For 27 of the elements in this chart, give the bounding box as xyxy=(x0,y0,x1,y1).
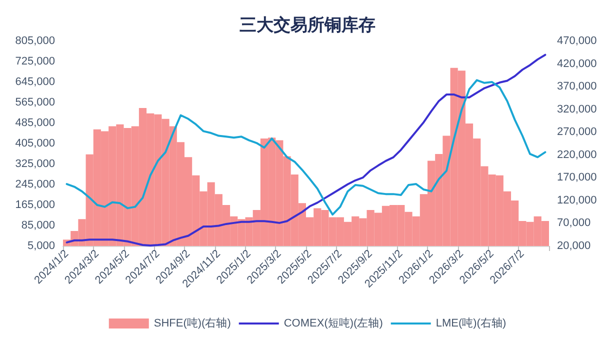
y-tick-label: 5,000 xyxy=(27,240,55,252)
y-tick-label: 165,000 xyxy=(15,199,55,211)
legend-label: LME(吨)(右轴) xyxy=(436,316,506,330)
y-tick-label: 485,000 xyxy=(15,117,55,129)
y2-tick-label: 370,000 xyxy=(557,80,597,93)
line-series xyxy=(66,54,546,246)
y-tick-label: 645,000 xyxy=(15,76,55,88)
y2-tick-label: 270,000 xyxy=(557,126,597,138)
y2-tick-label: 170,000 xyxy=(557,172,597,184)
legend-label: COMEX(短吨)(左轴) xyxy=(284,316,383,330)
chart-title: 三大交易所铜库存 xyxy=(240,16,376,36)
y2-tick-label: 470,000 xyxy=(557,35,597,47)
legend-label: SHFE(吨)(右轴) xyxy=(154,316,231,330)
y-tick-label: 805,000 xyxy=(15,35,55,47)
y-tick-label: 85,000 xyxy=(21,220,55,232)
y2-tick-label: 420,000 xyxy=(557,58,597,70)
y-tick-label: 725,000 xyxy=(15,56,55,68)
y-tick-label: 565,000 xyxy=(15,96,55,108)
y2-tick-label: 320,000 xyxy=(557,103,597,116)
y2-tick-label: 120,000 xyxy=(557,194,597,206)
line-series xyxy=(66,79,546,216)
y2-tick-label: 220,000 xyxy=(557,148,597,161)
y2-tick-label: 70,000 xyxy=(557,217,591,230)
y-tick-label: 325,000 xyxy=(15,158,55,170)
y-tick-label: 405,000 xyxy=(15,138,55,150)
y-tick-label: 245,000 xyxy=(15,178,55,190)
y2-tick-label: 20,000 xyxy=(557,240,591,252)
